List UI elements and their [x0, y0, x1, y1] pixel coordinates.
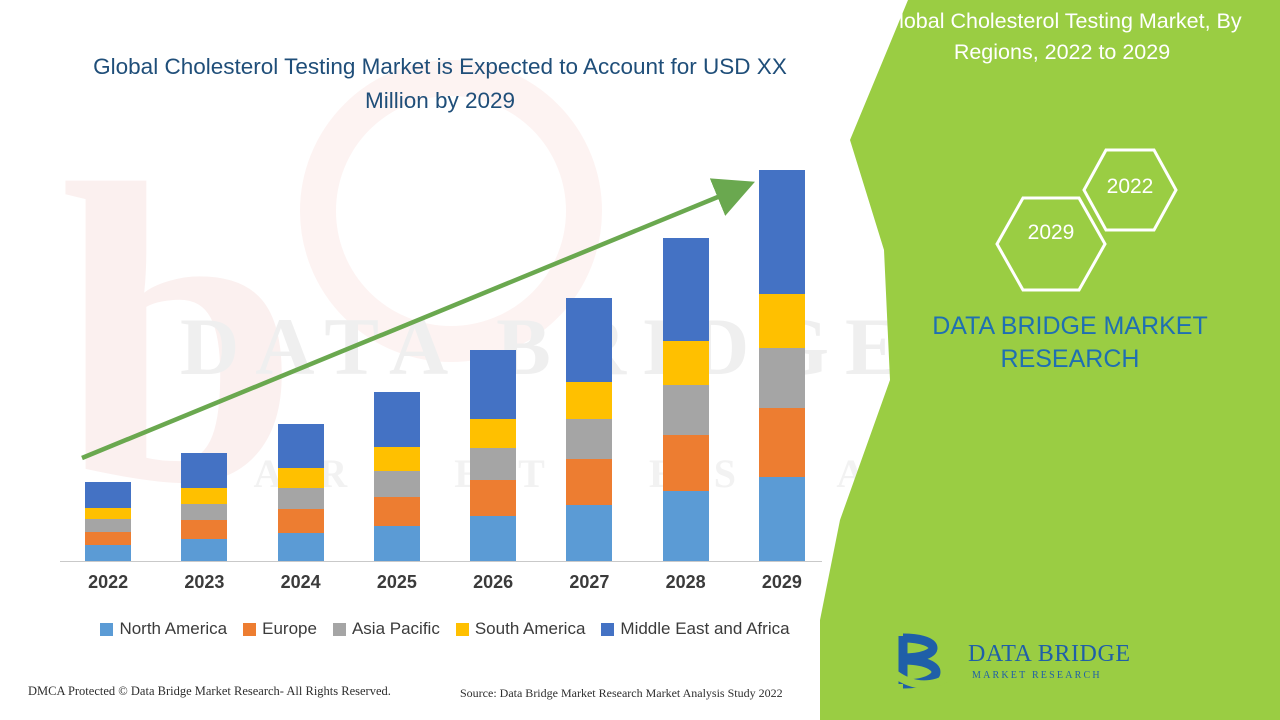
bar-2022 [85, 481, 132, 562]
hexagon-2029-icon [995, 196, 1107, 292]
bar-segment [566, 382, 613, 419]
bar-segment [758, 476, 805, 562]
bar-segment [85, 519, 132, 532]
bar-segment [566, 297, 613, 383]
bar-segment [277, 468, 324, 489]
legend-swatch-icon [601, 622, 615, 636]
bar-segment [373, 525, 420, 562]
legend-item[interactable]: Middle East and Africa [601, 619, 790, 639]
bar-segment [277, 508, 324, 533]
bar-2029 [758, 170, 805, 562]
x-axis-label-2028: 2028 [665, 572, 706, 592]
green-side-panel [820, 0, 1280, 720]
bar-segment [373, 496, 420, 526]
bar-segment [758, 408, 805, 477]
panel-title: Global Cholesterol Testing Market, By Re… [882, 9, 1242, 64]
chart-title: Global Cholesterol Testing Market is Exp… [93, 54, 787, 113]
bar-2025 [373, 391, 420, 562]
bar-segment [85, 507, 132, 520]
legend-label: North America [119, 619, 228, 638]
x-axis-label-2022: 2022 [88, 572, 129, 592]
legend-swatch-icon [100, 622, 114, 636]
bar-segment [758, 170, 805, 294]
bar-segment [470, 447, 517, 480]
bar-segment [662, 340, 709, 386]
bar-2026 [470, 349, 517, 562]
x-axis-label-2026: 2026 [473, 572, 514, 592]
footer-source: Source: Data Bridge Market Research Mark… [460, 686, 783, 700]
bar-segment [373, 391, 420, 447]
bar-segment [662, 491, 709, 562]
bar-segment [373, 446, 420, 471]
x-axis-label-2029: 2029 [761, 572, 802, 592]
bar-segment [470, 418, 517, 448]
bar-segment [566, 418, 613, 460]
bar-segment [662, 385, 709, 436]
hexagon-2029-label: 2029 [1027, 221, 1075, 244]
legend-label: Europe [262, 619, 317, 638]
legend-swatch-icon [455, 622, 469, 636]
bar-segment [566, 504, 613, 562]
bar-2027 [566, 297, 613, 562]
legend-label: Asia Pacific [351, 619, 440, 638]
bar-2024 [277, 423, 324, 562]
legend-swatch-icon [243, 622, 257, 636]
bar-segment [470, 479, 517, 517]
watermark-letter: b [60, 97, 300, 573]
hexagon-2022-label: 2022 [1106, 175, 1154, 198]
legend-label: South America [474, 619, 586, 638]
bar-segment [758, 293, 805, 348]
data-bridge-logo-icon [892, 633, 959, 689]
legend-item[interactable]: North America [100, 619, 227, 639]
brand-name: DATA BRIDGE MARKET RESEARCH [860, 310, 1280, 376]
x-axis-line [60, 561, 822, 562]
growth-arrow-icon [81, 178, 755, 461]
bar-segment [662, 435, 709, 492]
footer-copyright: DMCA Protected © Data Bridge Market Rese… [28, 684, 391, 698]
chart-plot-area [60, 150, 830, 562]
bar-segment [373, 470, 420, 497]
bar-segment [85, 481, 132, 508]
bar-segment [277, 488, 324, 509]
bar-segment [181, 452, 228, 489]
legend-item[interactable]: Europe [243, 619, 317, 639]
bar-segment [181, 503, 228, 521]
bar-segment [85, 531, 132, 546]
bar-segment [566, 459, 613, 505]
bar-segment [277, 532, 324, 562]
logo-subtitle: MARKET RESEARCH [972, 670, 1102, 681]
bar-segment [181, 539, 228, 562]
bar-segment [181, 520, 228, 540]
bar-2028 [662, 237, 709, 562]
bar-segment [758, 347, 805, 409]
logo-title: DATA BRIDGE [968, 641, 1131, 667]
x-axis-label-2027: 2027 [569, 572, 610, 592]
legend-swatch-icon [332, 622, 346, 636]
x-axis-label-2023: 2023 [184, 572, 225, 592]
x-axis-labels: 2022 2023 2024 2025 2026 2027 2028 2029 [60, 572, 830, 602]
bar-segment [470, 349, 517, 419]
legend-item[interactable]: Asia Pacific [332, 619, 440, 639]
brand-line-2: RESEARCH [1000, 345, 1140, 373]
bar-segment [470, 516, 517, 562]
x-axis-label-2025: 2025 [376, 572, 417, 592]
bar-segment [181, 488, 228, 504]
legend-item[interactable]: South America [455, 619, 586, 639]
bar-segment [277, 423, 324, 469]
x-axis-label-2024: 2024 [280, 572, 321, 592]
chart-legend: North America Europe Asia Pacific South Ame… [60, 615, 830, 643]
brand-line-1: DATA BRIDGE MARKET [932, 312, 1208, 340]
legend-label: Middle East and Africa [620, 619, 790, 638]
bar-2023 [181, 452, 228, 562]
bar-segment [85, 545, 132, 562]
bar-segment [662, 237, 709, 341]
hexagon-2022-icon [1082, 148, 1178, 232]
